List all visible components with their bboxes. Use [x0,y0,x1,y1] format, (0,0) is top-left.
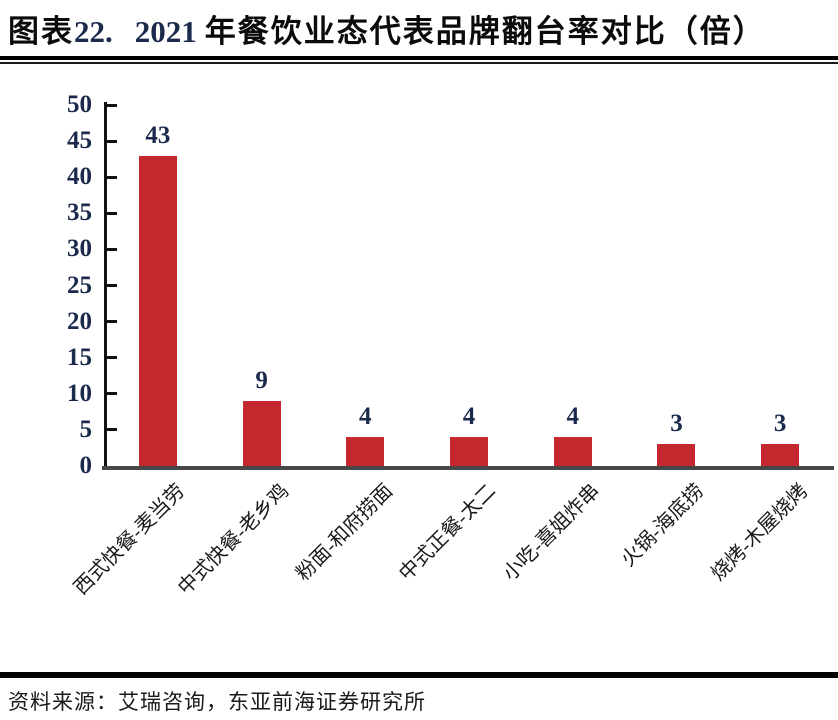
source-label: 资料来源： [8,690,118,714]
chart-title-number: 22. [74,14,113,49]
source-text: 艾瑞咨询，东亚前海证券研究所 [118,690,426,714]
header-rule-thick [0,56,838,60]
x-axis-line [102,466,834,470]
y-axis-tick-mark [107,356,117,360]
bar-slot: 3 火锅-海底捞 [617,105,729,571]
bar-slot: 4 中式正餐-太二 [395,105,521,585]
y-axis-tick-label: 20 [67,307,92,335]
bar-value-label: 43 [145,121,171,149]
chart-title-main: 年餐饮业态代表品牌翻台率对比（倍） [204,14,766,49]
header-rule-thin [0,62,838,64]
bar-value-label: 4 [359,403,372,431]
y-axis-tick-mark [107,320,117,324]
x-axis-category-label: 火锅-海底捞 [617,480,709,571]
y-axis-tick-mark [107,175,117,179]
x-axis-category-label: 中式正餐-太二 [395,480,501,586]
y-axis-tick-label: 30 [67,235,92,263]
bar [138,155,177,466]
source-line: 资料来源：艾瑞咨询，东亚前海证券研究所 [8,686,830,716]
plot-area: 43 西式快餐-麦当劳 9 中式快餐-老乡鸡 4 粉面-和府捞面 4 中式正餐-太二 4 小吃-喜… [70,105,832,600]
bar-slot: 3 烧烤-木屋烧烤 [707,105,832,585]
bar-slot: 9 中式快餐-老乡鸡 [174,105,314,599]
bar-value-label: 9 [255,367,268,395]
bar [242,401,281,466]
chart-title-year: 2021 [134,14,197,49]
x-axis-category-label: 烧烤-木屋烧烤 [706,480,812,586]
x-axis-category-label: 西式快餐-麦当劳 [70,480,190,600]
bar [657,444,696,466]
bar [553,437,592,466]
y-axis-tick-label: 25 [67,271,92,299]
bar-value-label: 4 [462,403,476,431]
chart-title: 图表22. 2021 年餐饮业态代表品牌翻台率对比（倍） [8,12,830,52]
y-axis-tick-label: 35 [67,199,92,227]
y-axis-tick-mark [107,211,117,215]
y-axis-tick-label: 0 [79,452,93,479]
bar-value-label: 3 [670,410,683,438]
y-axis-tick-label: 45 [67,127,92,155]
y-axis-tick-mark [107,392,117,396]
y-axis-line [104,102,107,470]
chart-title-prefix: 图表 [8,14,74,49]
bar-slot: 4 粉面-和府捞面 [292,105,417,585]
bar-value-label: 4 [566,403,579,431]
bar-value-label: 3 [773,410,787,438]
bar [450,437,489,466]
y-axis-tick-mark [107,247,117,251]
x-axis-category-label: 粉面-和府捞面 [291,480,397,586]
bar-slot: 43 西式快餐-麦当劳 [70,105,210,600]
bar [761,444,800,466]
y-axis-tick-mark [107,284,117,287]
y-axis-tick-label: 5 [79,415,93,443]
x-axis-category-label: 小吃-喜姐炸串 [499,480,605,586]
y-axis-tick-label: 15 [67,343,92,371]
bar-slot: 4 小吃-喜姐炸串 [499,105,625,585]
y-axis-tick-label: 40 [67,163,92,191]
y-axis-tick-mark [107,139,117,143]
bar [346,437,385,466]
y-axis-tick-label: 10 [67,379,92,407]
y-axis-tick-mark [107,103,117,107]
footer-rule [0,672,838,678]
x-axis-category-label: 中式快餐-老乡鸡 [173,480,294,600]
y-axis-tick-mark [107,428,117,432]
y-axis-tick-label: 50 [67,91,92,118]
